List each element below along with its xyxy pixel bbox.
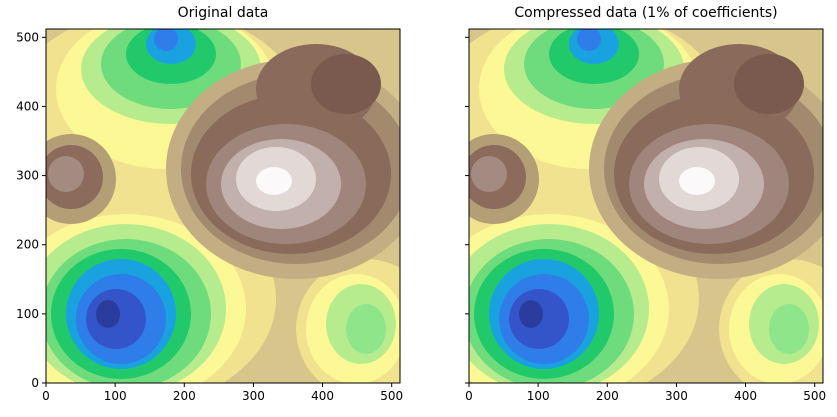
y-tick-label: 200 — [16, 238, 39, 252]
x-tick-label: 300 — [242, 389, 265, 403]
y-tick-label: 300 — [16, 169, 39, 183]
x-tick-label: 0 — [42, 389, 50, 403]
y-tick-label: 500 — [16, 30, 39, 44]
y-tick-label: 0 — [31, 376, 39, 390]
x-tick-label: 400 — [734, 389, 757, 403]
x-tick-label: 500 — [803, 389, 826, 403]
contour-field — [0, 9, 436, 409]
y-tick-label: 100 — [16, 307, 39, 321]
axes-frame — [468, 28, 824, 384]
x-tick-label: 400 — [311, 389, 334, 403]
x-tick-label: 100 — [527, 389, 550, 403]
x-tick-label: 500 — [380, 389, 403, 403]
x-tick-label: 300 — [665, 389, 688, 403]
x-tick-label: 100 — [104, 389, 127, 403]
y-tick-label: 400 — [16, 99, 39, 113]
panel-title: Original data — [178, 5, 269, 21]
panel-title: Compressed data (1% of coefficients) — [514, 5, 777, 21]
x-tick-label: 0 — [465, 389, 473, 403]
x-tick-label: 200 — [173, 389, 196, 403]
x-tick-label: 200 — [596, 389, 619, 403]
contour-field — [399, 9, 837, 409]
axes-frame — [45, 28, 401, 384]
